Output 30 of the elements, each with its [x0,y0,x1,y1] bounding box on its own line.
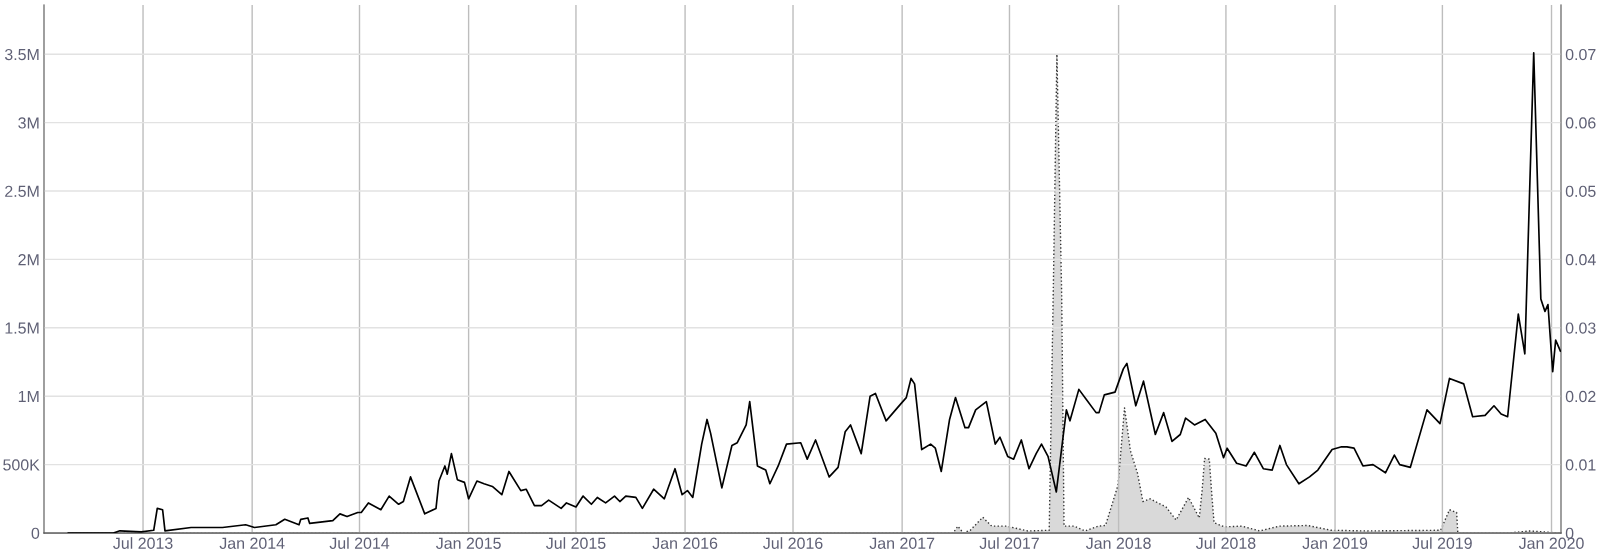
y-tick-label: 2.5M [5,185,39,197]
y2-tick-label: 0.03 [1565,322,1596,334]
y-tick-label: 3.5M [4,48,39,61]
y2-tick-label: 0.02 [1565,390,1596,403]
x-tick-label: Jan 2019 [1302,537,1368,549]
y2-tick-label: 0.07 [1565,48,1596,61]
y-tick-label: 2M [18,254,39,266]
y2-tick-label: 0.06 [1565,117,1596,129]
x-tick-label: Jul 2018 [1195,537,1256,549]
y2-tick-label: 0.04 [1565,254,1596,266]
y2-tick-label: 0.05 [1565,185,1596,197]
x-tick-label: Jan 2018 [1085,537,1151,549]
x-tick-label: Jan 2020 [1518,537,1584,549]
x-tick-label: Jul 2014 [329,537,390,549]
y2-tick-label: 0 [1565,527,1574,539]
x-tick-label: Jan 2015 [436,537,501,549]
x-tick-label: Jul 2019 [1412,537,1472,549]
y-tick-label: 500K [3,459,40,471]
y-tick-label: 1M [18,391,39,402]
y-tick-label: 3M [18,117,39,129]
x-tick-label: Jul 2015 [546,537,606,549]
x-tick-label: Jul 2016 [763,537,823,549]
y-tick-label: 0 [31,527,40,539]
x-tick-label: Jul 2013 [113,537,173,549]
x-tick-label: Jan 2016 [652,537,718,549]
y2-tick-label: 0.01 [1565,459,1596,471]
x-tick-label: Jul 2017 [979,537,1039,549]
x-tick-label: Jan 2017 [869,537,935,549]
x-tick-label: Jan 2014 [219,537,285,549]
y-tick-label: 1.5M [5,322,39,334]
